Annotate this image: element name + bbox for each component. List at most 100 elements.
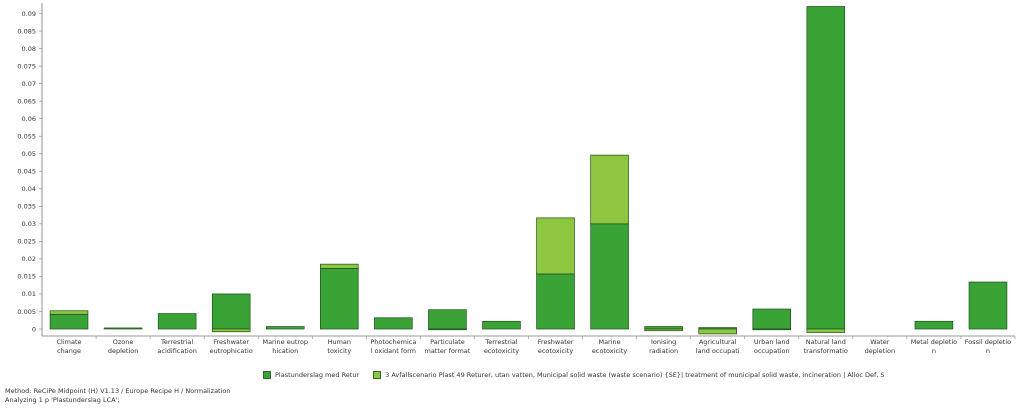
y-tick-label: 0 [32,325,36,333]
y-tick-label: 0.015 [17,273,36,281]
bars [49,6,1008,335]
x-tick-label: Ionising radiation [649,338,678,355]
x-tick-label: Terrestrial ecotoxicity [484,338,519,355]
bar-segment [211,328,251,333]
legend-label-series-1: Plastunderslag med Retur [275,371,360,379]
y-tick-label: 0.065 [17,97,36,105]
x-tick-label-line: Agricultural [699,338,737,346]
bar-segment [265,326,305,330]
y-tick-label: 0.09 [22,10,36,18]
bar-segment [320,263,359,269]
y-tick-label: 0.02 [22,255,36,263]
legend-item-series-1: Plastunderslag med Retur [263,371,359,379]
x-tick-label-line: Particulate [430,338,465,346]
x-tick-label-line: hication [272,347,298,355]
bar-segment [157,313,197,330]
y-tick-label: 0.08 [22,45,36,53]
x-tick-label-line: occupation [754,347,790,355]
x-tick-label: Fossil depletio n [965,338,1011,355]
bar-segment [103,327,143,330]
x-tick-label-line: Marine [598,338,620,346]
x-tick-label-line: Climate [57,338,82,346]
y-tick-label: 0.075 [17,62,36,70]
x-tick-label: Metal depletio n [911,338,957,355]
legend-label-series-2: 3 Avfallscenario Plast 49 Returer, utan … [385,371,885,379]
bar-segment [644,328,683,332]
bar-segment [590,154,629,225]
bar-segment [536,217,575,275]
x-tick-label-line: n [986,347,990,355]
x-tick-label-line: Water [870,338,890,346]
x-tick-label-line: Human [328,338,351,346]
bar-segment [644,326,683,330]
x-tick-label: Agricultural land occupati [696,338,740,355]
bar-segment [211,293,251,330]
legend-item-series-2: 3 Avfallscenario Plast 49 Returer, utan … [373,371,885,379]
x-tick-label-line: n [932,347,936,355]
bar-segment [806,328,846,333]
x-tick-label-line: matter format [424,347,470,355]
bar-segment [320,267,359,330]
x-tick-label-line: eutrophicatio [210,347,253,355]
x-tick-label-line: land occupati [696,347,740,355]
x-tick-label: Marine ecotoxicity [592,338,627,355]
x-tick-label-line: radiation [649,347,678,355]
y-tick-label: 0.03 [22,220,36,228]
x-tick-label-line: ecotoxicity [592,347,627,355]
x-tick-label: Ozone depletion [108,338,139,355]
bar-segment [752,308,792,330]
bar-segment [698,328,737,335]
legend-swatch-series-1 [263,371,271,379]
x-tick-label-line: transformatio [804,347,848,355]
analyzing-text: Analyzing 1 p 'Plastunderslag LCA'; [5,396,120,404]
x-tick-label-line: ecotoxicity [484,347,519,355]
x-tick-label-line: depletion [108,347,139,355]
x-tick-label-line: Photochemica [370,338,416,346]
x-tick-label: Human toxicity [327,338,351,355]
bar-chart: 0 0.005 0.01 0.015 0.02 0.025 0.03 0.035 0.04 0.0… [17,3,1016,355]
bar-segment [590,223,629,330]
y-tick-label: 0.07 [22,80,36,88]
bar-segment [374,317,413,330]
x-tick-label-line: Terrestrial [160,338,193,346]
x-tick-label-line: ecotoxicity [538,347,573,355]
bar-segment [536,273,575,330]
x-tick-label-line: Terrestrial [484,338,517,346]
x-tick-label-line: Freshwater [538,338,574,346]
bar-segment [752,328,792,331]
x-tick-label-line: acidification [157,347,196,355]
x-tick-label: Natural land transformatio [804,338,848,355]
y-tick-label: 0.005 [17,308,36,316]
bar-segment [428,328,467,331]
bar-segment [49,310,89,315]
y-tick-label: 0.085 [17,27,36,35]
y-tick-label: 0.055 [17,133,36,141]
y-tick-label: 0.045 [17,168,36,176]
y-tick-label: 0.01 [22,290,36,298]
bar-segment [968,281,1008,330]
x-tick-label: Photochemica l oxidant form [370,338,416,355]
x-tick-label-line: Freshwater [213,338,249,346]
x-tick-label: Urban land occupation [754,338,790,355]
legend-swatch-series-2 [373,371,382,379]
bar-segment [482,320,521,330]
x-tick-label-line: depletion [865,347,896,355]
y-axis: 0 0.005 0.01 0.015 0.02 0.025 0.03 0.035 0.04 0.0… [17,3,43,336]
x-tick-label-line: change [57,347,81,355]
x-tick-label: Marine eutrop hication [262,338,308,355]
x-tick-label-line: toxicity [327,347,351,355]
x-tick-label-line: Metal depletio [911,338,957,346]
footer: Method: ReCiPe Midpoint (H) V1.13 / Euro… [5,387,231,405]
x-tick-label-line: l oxidant form [371,347,416,355]
x-tick-label-line: Urban land [754,338,790,346]
x-tick-label: Freshwater eutrophicatio [210,338,253,355]
bar-segment [49,313,89,330]
bar-segment [428,309,467,330]
x-tick-label-line: Fossil depletio [965,338,1011,346]
method-text: Method: ReCiPe Midpoint (H) V1.13 / Euro… [5,387,231,395]
x-tick-label-line: Marine eutrop [262,338,308,346]
legend: Plastunderslag med Retur 3 Avfallscenari… [263,371,899,379]
y-tick-label: 0.06 [22,115,36,123]
x-tick-label: Particulate matter format [424,338,470,355]
